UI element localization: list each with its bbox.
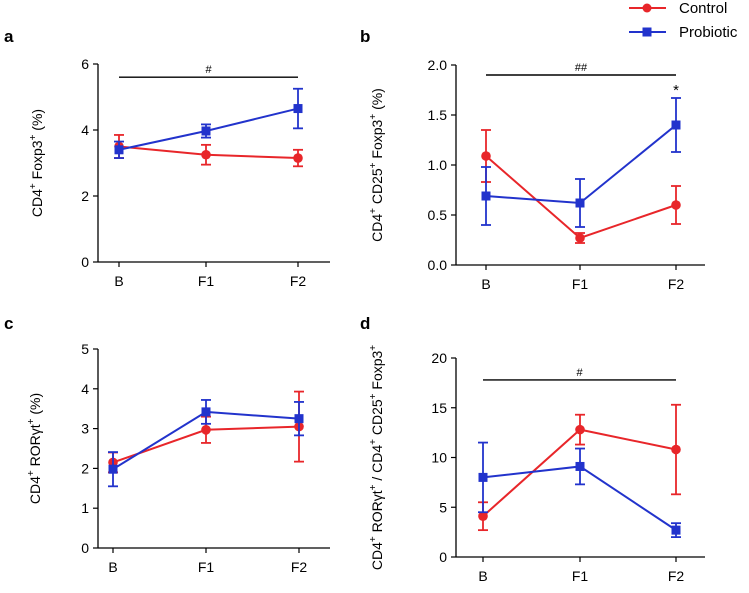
x-tick-label-a: F2 xyxy=(290,273,307,289)
x-tick-label-a: F1 xyxy=(198,273,215,289)
y-tick-label-d: 0 xyxy=(439,549,447,565)
y-tick-label-d: 5 xyxy=(439,499,447,515)
y-tick-label-c: 5 xyxy=(81,341,89,357)
data-point-control-b xyxy=(575,233,585,243)
chart-panel-b: 0.0 0.5 1.0 1.5 2.0 B F1 F2 CD4+​ CD25+​ Foxp3+​… xyxy=(368,57,705,292)
y-tick-label-c: 4 xyxy=(81,381,89,397)
y-tick-label-d: 15 xyxy=(431,400,447,416)
y-tick-label-d: 10 xyxy=(431,450,447,466)
significance-label-a: # xyxy=(205,64,212,76)
y-tick-label-b: 1.0 xyxy=(428,157,448,173)
data-point-probiotic-a xyxy=(293,104,303,114)
y-tick-label-a: 0 xyxy=(81,254,89,270)
y-axis-label-a: CD4+​ Foxp3+​ (%) xyxy=(28,109,45,217)
significance-star-b: * xyxy=(673,82,679,99)
x-tick-label-d: F2 xyxy=(668,568,685,584)
y-tick-label-a: 4 xyxy=(81,122,89,138)
x-tick-label-d: F1 xyxy=(572,568,589,584)
significance-label-b: ## xyxy=(575,62,588,74)
data-point-probiotic-b xyxy=(575,198,585,208)
y-axis-label-c: CD4+​ RORγt+​ (%) xyxy=(26,393,43,504)
y-tick-label-a: 2 xyxy=(81,188,89,204)
x-tick-label-d: B xyxy=(478,568,487,584)
data-point-control-b xyxy=(671,200,681,210)
y-tick-label-b: 0.5 xyxy=(428,207,448,223)
y-tick-label-a: 6 xyxy=(81,56,89,72)
x-tick-label-b: B xyxy=(481,276,490,292)
y-tick-label-c: 1 xyxy=(81,500,89,516)
data-point-control-a xyxy=(293,153,303,163)
x-tick-label-c: F1 xyxy=(198,559,215,575)
data-point-control-d xyxy=(671,444,681,455)
data-point-probiotic-c xyxy=(201,407,211,417)
data-point-probiotic-c xyxy=(294,414,304,424)
panel-letter-b: b xyxy=(360,27,370,46)
data-point-probiotic-b xyxy=(671,120,681,130)
legend-probiotic-label: Probiotic xyxy=(679,24,738,41)
data-point-control-d xyxy=(575,424,585,435)
y-tick-label-d: 20 xyxy=(431,350,447,366)
series-line-control-b xyxy=(485,155,677,240)
x-tick-label-b: F1 xyxy=(572,276,589,292)
legend-probiotic-marker xyxy=(642,27,652,37)
chart-panel-c: 0 1 2 3 4 5 B F1 F2 CD4+​ RORγt+​ (%) xyxy=(26,341,330,575)
y-tick-label-c: 0 xyxy=(81,540,89,556)
x-tick-label-c: B xyxy=(108,559,117,575)
data-point-probiotic-d xyxy=(478,472,488,482)
y-axis-label-b: CD4+​ CD25+​ Foxp3+​ (%) xyxy=(368,88,385,242)
data-point-probiotic-b xyxy=(481,191,491,201)
x-tick-label-a: B xyxy=(114,273,123,289)
panel-letter-c: c xyxy=(4,314,13,333)
data-point-control-a xyxy=(201,149,211,160)
significance-label-d: # xyxy=(576,367,583,379)
chart-panel-d: 0 5 10 15 20 B F1 F2 CD4+​ RORγt+​ / CD4+​ CD25+… xyxy=(368,345,705,584)
y-tick-label-b: 2.0 xyxy=(428,57,448,73)
data-point-control-b xyxy=(481,151,491,161)
legend: Control Probiotic xyxy=(629,0,738,41)
data-point-probiotic-d xyxy=(575,461,585,471)
y-tick-label-c: 3 xyxy=(81,421,89,437)
chart-panel-a: 0 2 4 6 B F1 F2 CD4+​ Foxp3+​ (%) # xyxy=(28,56,330,289)
data-point-probiotic-d xyxy=(671,525,681,535)
legend-control-label: Control xyxy=(679,0,727,17)
data-point-control-c xyxy=(201,424,211,435)
panel-letter-d: d xyxy=(360,314,370,333)
y-tick-label-b: 0.0 xyxy=(428,257,448,273)
y-tick-label-c: 2 xyxy=(81,460,89,476)
data-point-control-d xyxy=(478,511,488,522)
y-axis-label-d: CD4+​ RORγt+​ / CD4+​ CD25+​ Foxp3+​ xyxy=(368,345,385,570)
data-point-probiotic-a xyxy=(114,145,124,155)
data-point-probiotic-c xyxy=(108,464,118,474)
legend-control-marker xyxy=(642,3,652,13)
y-tick-label-b: 1.5 xyxy=(428,107,448,123)
panel-letter-a: a xyxy=(4,27,14,46)
x-tick-label-c: F2 xyxy=(291,559,308,575)
series-line-probiotic-b xyxy=(485,124,677,205)
x-tick-label-b: F2 xyxy=(668,276,685,292)
data-point-probiotic-a xyxy=(201,126,211,136)
